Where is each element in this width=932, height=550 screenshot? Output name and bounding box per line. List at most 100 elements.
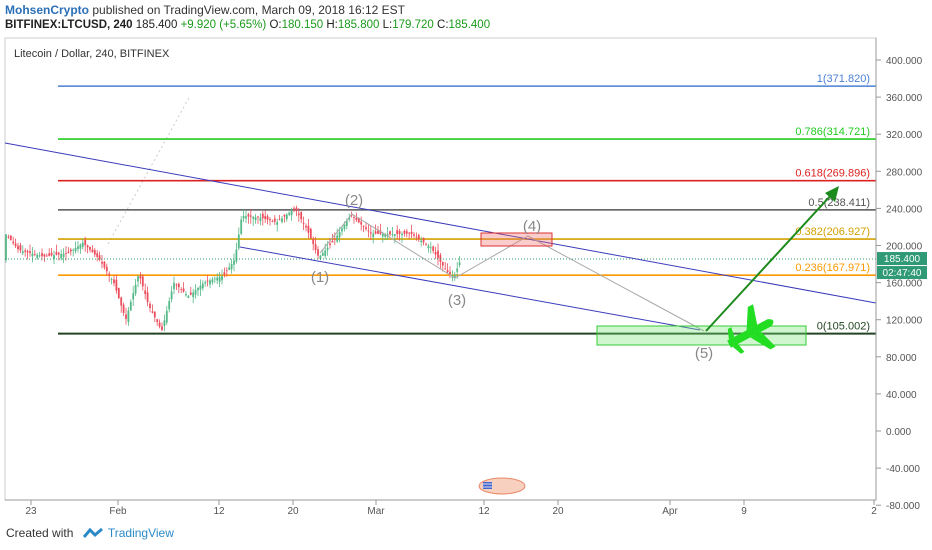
candle-body: [278, 219, 281, 221]
tradingview-brand[interactable]: TradingView: [107, 526, 174, 540]
candle-body: [175, 284, 178, 286]
candle-body: [132, 293, 135, 300]
candle-body: [209, 280, 211, 285]
candle-body: [122, 304, 125, 313]
price-tick-label: 200.000: [886, 242, 923, 253]
candle-body: [312, 239, 315, 245]
candle-body: [77, 246, 79, 249]
candle-body: [254, 217, 257, 221]
candle-body: [146, 292, 149, 302]
countdown-text: 02:47:40: [883, 268, 922, 279]
candle-body: [429, 247, 432, 249]
candle-body: [355, 217, 358, 221]
candle-body: [401, 233, 403, 236]
candle-body: [225, 270, 228, 272]
candle-body: [425, 243, 427, 245]
price-tick-label: 320.000: [886, 130, 923, 141]
candle-body: [101, 261, 103, 264]
author-name[interactable]: MohsenCrypto: [5, 3, 89, 17]
fib-level-label: 0.618(269.896): [795, 168, 870, 180]
candle-body: [441, 262, 444, 266]
candle-body: [365, 227, 367, 229]
price-tick-label: -40.000: [886, 464, 920, 475]
price-badge-text: 185.400: [884, 254, 921, 265]
candle-body: [417, 235, 420, 240]
candle-body: [139, 276, 142, 279]
candle-body: [446, 270, 449, 273]
candle-body: [338, 232, 341, 238]
fib-level-label: 0.786(314.721): [795, 126, 870, 138]
candle-body: [43, 254, 46, 257]
candle-body: [295, 207, 298, 212]
price-change: +9.920 (+5.65%): [180, 19, 267, 31]
candle-body: [103, 261, 106, 268]
candle-body: [158, 322, 161, 327]
candle-body: [321, 253, 324, 256]
candle-body: [170, 291, 173, 300]
candle-body: [345, 221, 348, 227]
candle-body: [297, 213, 300, 216]
candle-body: [240, 219, 243, 234]
time-tick-label: Feb: [109, 506, 127, 517]
candle-body: [67, 251, 70, 253]
candle-body: [192, 292, 195, 298]
candle-body: [360, 221, 363, 225]
candle-body: [26, 250, 29, 253]
wave-label: (4): [523, 218, 541, 235]
price-tick-label: 160.000: [886, 279, 923, 290]
candle-body: [216, 277, 219, 281]
candle-body: [84, 239, 87, 246]
candle-body: [245, 216, 247, 219]
last-price: 185.400: [135, 19, 178, 31]
fib-level-label: 0.382(206.927): [795, 226, 870, 238]
fib-level-label: 1(371.820): [817, 73, 870, 85]
candle-body: [161, 326, 163, 331]
publish-line: MohsenCrypto published on TradingView.co…: [5, 3, 405, 17]
candle-body: [144, 290, 147, 295]
candle-body: [110, 279, 113, 280]
candle-body: [237, 234, 240, 249]
fib-level-label: 0(105.002): [817, 321, 870, 333]
candle-body: [281, 218, 283, 223]
candle-body: [12, 241, 15, 244]
candle-body: [377, 230, 379, 234]
drawings: (1) (2) (3) (4) (5): [4, 142, 877, 362]
candle-body: [230, 263, 233, 270]
candle-body: [369, 232, 372, 234]
candle-body: [168, 301, 171, 310]
candle-body: [247, 214, 250, 217]
candle-body: [41, 253, 43, 257]
footer: Created with TradingView: [6, 526, 174, 541]
price-axis[interactable]: 400.000 360.000 320.000 280.000 240.000 200.0…: [875, 38, 927, 512]
candle-body: [324, 250, 327, 256]
time-tick-label: Apr: [662, 506, 678, 517]
candle-body: [305, 225, 307, 228]
price-tick-label: 80.000: [886, 353, 917, 364]
candle-body: [453, 274, 456, 278]
candle-body: [389, 231, 391, 235]
candle-body: [21, 251, 24, 254]
high-label: H:: [326, 19, 338, 31]
candle-body: [105, 266, 108, 272]
candle-body: [439, 255, 442, 262]
candle-body: [456, 268, 459, 272]
candle-body: [432, 246, 435, 251]
candle-body: [89, 246, 91, 250]
candle-body: [72, 249, 75, 251]
candle-body: [221, 275, 223, 281]
symbol-label: BITFINEX:LTCUSD, 240: [5, 19, 133, 31]
candle-body: [120, 297, 123, 306]
candle-body: [261, 213, 264, 219]
candle-body: [156, 319, 159, 322]
candle-body: [125, 314, 127, 319]
countdown-badge: 02:47:40: [877, 266, 927, 280]
wave-path: [319, 213, 705, 332]
candle-body: [53, 255, 55, 260]
candle-body: [165, 310, 168, 323]
airplane-icon: [727, 304, 776, 354]
time-axis[interactable]: 23 Feb 12 20 Mar 12 20 Apr 9 2: [5, 477, 877, 517]
candle-body: [413, 234, 415, 236]
candle-body: [372, 233, 375, 238]
candle-body: [91, 249, 94, 253]
